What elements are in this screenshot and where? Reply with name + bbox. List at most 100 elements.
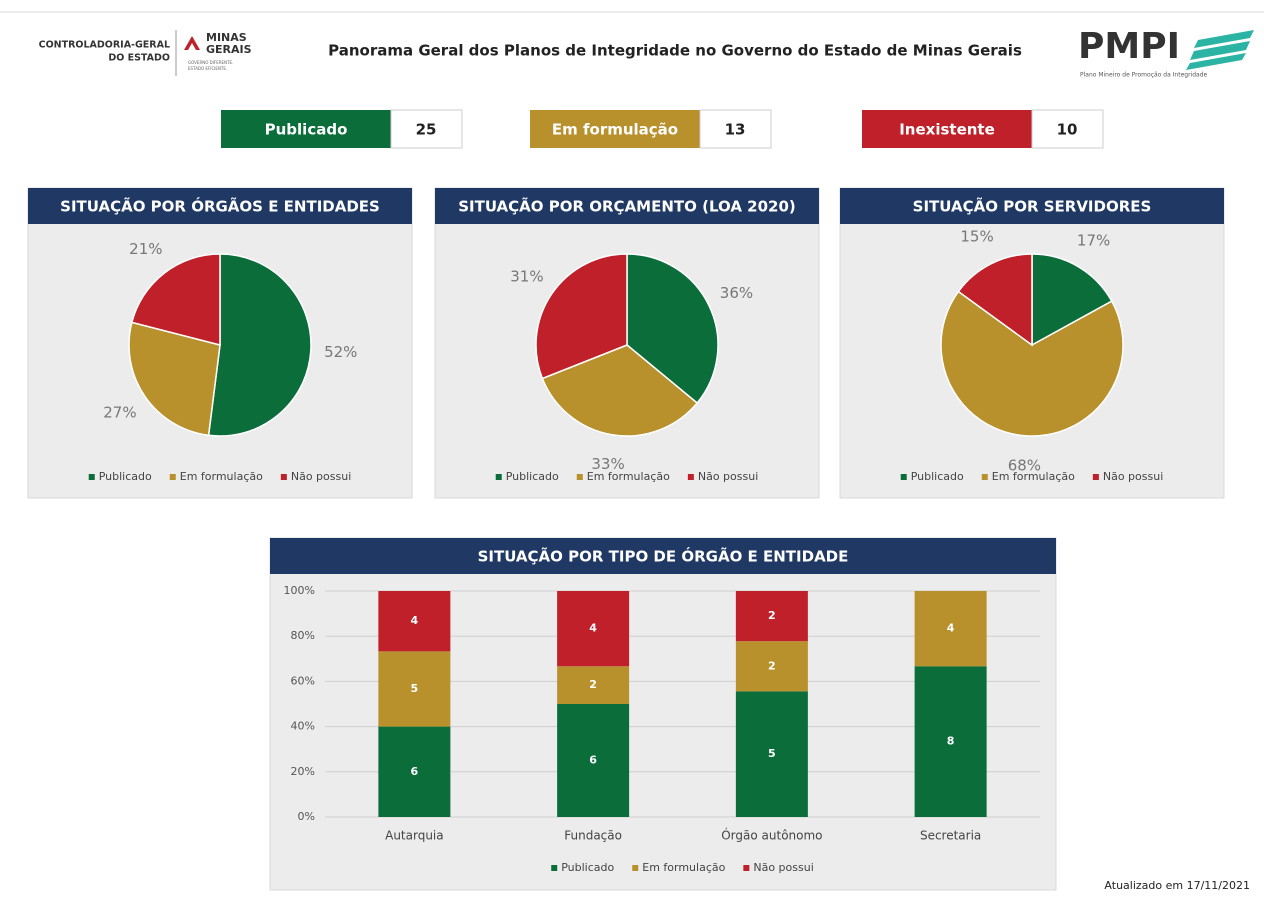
legend-label: Publicado xyxy=(911,470,964,483)
bar-segment xyxy=(378,591,451,652)
legend-swatch xyxy=(280,474,287,480)
legend-label: Em formulação xyxy=(587,470,670,483)
chart-title: SITUAÇÃO POR TIPO DE ÓRGÃO E ENTIDADE xyxy=(478,547,849,566)
data-label: 36% xyxy=(720,284,753,302)
panel-header xyxy=(270,538,1056,574)
data-label: 4 xyxy=(411,614,419,627)
legend-swatch xyxy=(551,865,558,871)
brand-logo xyxy=(188,43,196,50)
program-name: Plano Mineiro de Promoção da Integridade xyxy=(1080,72,1208,79)
legend-label: Em formulação xyxy=(642,861,725,874)
pie-slice xyxy=(541,344,699,437)
data-label: 5 xyxy=(411,682,419,695)
legend-swatch xyxy=(576,474,583,480)
kpi-value: 10 xyxy=(1057,121,1078,139)
data-label: 52% xyxy=(324,343,357,361)
data-label: 17% xyxy=(1077,231,1110,249)
org-name: DO ESTADO xyxy=(108,53,170,64)
legend-swatch xyxy=(687,474,694,480)
footer: Atualizado em 17/11/2021 xyxy=(1104,879,1250,892)
chart-title: SITUAÇÃO POR ORÇAMENTO (LOA 2020) xyxy=(458,197,796,216)
pie-slice xyxy=(130,253,221,346)
kpi-label-box xyxy=(862,110,1032,148)
kpi-value-box xyxy=(699,109,772,149)
program-logo xyxy=(1194,30,1254,48)
program-logo xyxy=(1186,53,1246,70)
data-label: 68% xyxy=(1008,456,1041,474)
chart-title: SITUAÇÃO POR ÓRGÃOS E ENTIDADES xyxy=(60,197,380,216)
data-label: 4 xyxy=(589,622,597,635)
bar-segment xyxy=(378,651,451,727)
legend-label: Não possui xyxy=(753,861,813,874)
bar-segment xyxy=(914,591,987,667)
legend-label: Em formulação xyxy=(180,470,263,483)
pie-slice xyxy=(128,321,221,437)
bar-segment xyxy=(378,726,451,817)
kpi-label: Publicado xyxy=(265,121,348,139)
x-tick-label: Autarquia xyxy=(385,829,444,843)
kpi-label: Inexistente xyxy=(899,121,995,139)
legend-label: Publicado xyxy=(99,470,152,483)
data-label: 2 xyxy=(768,659,776,672)
legend-label: Publicado xyxy=(561,861,614,874)
legend-swatch xyxy=(900,474,907,480)
panel-header xyxy=(435,188,819,224)
org-name: CONTROLADORIA-GERAL xyxy=(39,40,170,51)
data-label: 27% xyxy=(103,404,136,422)
bar-segment xyxy=(735,591,808,642)
legend-label: Não possui xyxy=(1103,470,1163,483)
kpi-value-box xyxy=(390,109,463,149)
y-tick-label: 80% xyxy=(291,629,315,642)
chart-title: SITUAÇÃO POR SERVIDORES xyxy=(913,197,1152,216)
brand: GERAIS xyxy=(206,43,252,56)
bar-segment xyxy=(914,666,987,817)
y-tick-label: 20% xyxy=(291,765,315,778)
legend-swatch xyxy=(169,474,176,480)
bar-segment xyxy=(735,641,808,692)
data-label: 6 xyxy=(589,754,597,767)
x-tick-label: Fundação xyxy=(564,829,622,843)
kpi-label: Em formulação xyxy=(552,121,678,139)
kpi-value: 25 xyxy=(416,121,437,139)
page-title: Panorama Geral dos Planos de Integridade… xyxy=(328,42,1022,60)
data-label: 21% xyxy=(129,240,162,258)
legend-swatch xyxy=(1092,474,1099,480)
pie-slice xyxy=(626,253,719,405)
pie-slice xyxy=(1031,253,1113,347)
program-logo xyxy=(1190,41,1250,60)
brand-tagline: GOVERNO DIFERENTE. xyxy=(188,60,233,65)
data-label: 6 xyxy=(411,765,419,778)
data-label: 2 xyxy=(768,609,776,622)
program: PMPI xyxy=(1078,26,1180,67)
panel-header xyxy=(840,188,1224,224)
bar-segment xyxy=(557,666,630,704)
data-label: 4 xyxy=(947,622,955,635)
legend-label: Não possui xyxy=(291,470,351,483)
data-label: 5 xyxy=(768,747,776,760)
bar-segment xyxy=(557,704,630,817)
bar-segment xyxy=(557,591,630,667)
data-label: 31% xyxy=(510,267,543,285)
data-label: 2 xyxy=(589,678,597,691)
legend-label: Em formulação xyxy=(992,470,1075,483)
y-tick-label: 40% xyxy=(291,720,315,733)
x-tick-label: Órgão autônomo xyxy=(721,828,822,843)
data-label: 15% xyxy=(960,228,993,246)
pie-slice xyxy=(957,253,1033,347)
kpi-label-box xyxy=(221,110,391,148)
y-tick-label: 0% xyxy=(298,810,315,823)
pie-slice xyxy=(535,253,628,380)
kpi-label-box xyxy=(530,110,700,148)
brand: MINAS xyxy=(206,31,247,44)
legend-swatch xyxy=(981,474,988,480)
data-label: 8 xyxy=(947,735,955,748)
y-tick-label: 100% xyxy=(284,584,315,597)
panel-header xyxy=(28,188,412,224)
y-tick-label: 60% xyxy=(291,674,315,687)
legend-swatch xyxy=(743,865,750,871)
kpi-value-box xyxy=(1031,109,1104,149)
legend-swatch xyxy=(632,865,639,871)
legend-label: Publicado xyxy=(506,470,559,483)
